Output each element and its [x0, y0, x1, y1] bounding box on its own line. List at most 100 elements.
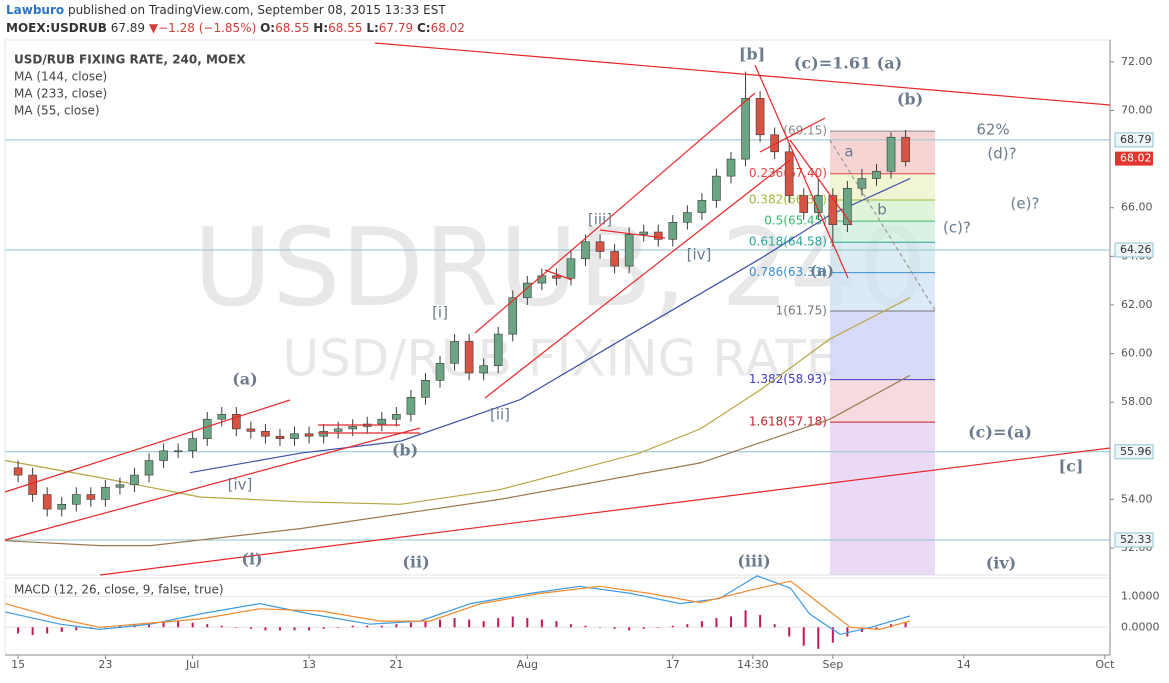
- macd-histogram-bar: [278, 627, 281, 631]
- macd-line: [4, 575, 911, 636]
- fib-band: [830, 199, 935, 222]
- candle-body: [202, 418, 212, 439]
- arrow: ▼: [148, 21, 159, 35]
- macd-histogram-bar: [686, 624, 689, 628]
- o-label: O:: [260, 21, 276, 35]
- trend-line: [484, 159, 791, 399]
- candle-body: [668, 222, 678, 240]
- fib-band: [830, 311, 935, 380]
- wave-label: 62%: [976, 121, 1009, 139]
- macd-histogram-bar: [846, 627, 849, 637]
- macd-histogram-bar: [46, 627, 49, 634]
- macd-title: MACD (12, 26, close, 9, false, true): [14, 583, 224, 597]
- price-badge-label: 64.26: [1120, 243, 1152, 256]
- x-tick-label: 14: [957, 658, 971, 671]
- candle-body: [304, 433, 314, 437]
- macd-histogram-bar: [497, 618, 500, 628]
- publish-info: published on TradingView.com, September …: [67, 3, 446, 17]
- macd-histogram-bar: [249, 627, 252, 629]
- candle-body: [188, 438, 197, 452]
- candle-body: [537, 275, 547, 284]
- candle-body: [130, 474, 139, 486]
- wave-label: (c)=1.61 (a): [794, 54, 902, 73]
- macd-histogram-bar: [482, 621, 485, 628]
- high: 68.55: [328, 21, 363, 35]
- macd-histogram-bar: [759, 614, 762, 628]
- fib-band: [830, 422, 935, 575]
- macd-histogram-bar: [875, 627, 878, 629]
- author[interactable]: Lawburo: [6, 3, 65, 17]
- wave-label: (d)?: [987, 145, 1016, 163]
- candle-body: [57, 503, 67, 510]
- fib-label: 1.382(58.93): [749, 372, 827, 386]
- candle-body: [246, 428, 256, 432]
- wave-label: (i): [241, 550, 262, 569]
- trend-lines: [4, 42, 1111, 576]
- fib-label: 0.5(65.45): [764, 214, 827, 228]
- candle-body: [581, 241, 590, 260]
- candle-body: [886, 136, 896, 172]
- legend-entry: USD/RUB FIXING RATE, 240, MOEX: [14, 53, 246, 67]
- watermark-symbol: USDRUB, 240: [193, 206, 927, 331]
- macd-histogram-bar: [118, 625, 121, 628]
- candle-body: [348, 426, 358, 430]
- candle-body: [86, 494, 96, 500]
- macd-histogram-bar: [642, 627, 645, 629]
- macd-histogram-bar: [351, 625, 354, 628]
- candle-body: [901, 136, 910, 163]
- macd-histogram-bar: [322, 627, 325, 629]
- wave-label: (c)?: [943, 219, 971, 237]
- macd-histogram-bar: [439, 619, 442, 628]
- trend-line: [754, 64, 849, 279]
- macd-histogram-bar: [802, 627, 805, 646]
- candle-body: [857, 178, 867, 189]
- y-tick-label: 72.00: [1121, 55, 1153, 68]
- macd-tick-label: 0.0000: [1121, 620, 1160, 633]
- candle-body: [261, 431, 270, 437]
- wave-label: [i]: [432, 304, 448, 322]
- candle-body: [319, 431, 328, 437]
- trend-line: [4, 427, 421, 541]
- trend-line: [4, 399, 291, 493]
- macd-histogram-bar: [31, 627, 34, 635]
- change: −1.28 (−1.85%): [158, 21, 257, 35]
- candle-body: [42, 494, 52, 510]
- projection-line: [829, 139, 936, 311]
- fib-label: 1.618(57.18): [749, 415, 827, 429]
- macd-histogram-bar: [700, 621, 703, 628]
- x-tick-label: 23: [98, 658, 112, 671]
- publish-line: Lawburo published on TradingView.com, Se…: [6, 3, 446, 17]
- macd-line: [4, 580, 911, 631]
- macd-histogram-bar: [162, 621, 165, 628]
- x-tick-label: Sep: [822, 658, 843, 671]
- candle-body: [115, 484, 125, 488]
- trend-line: [99, 447, 1111, 576]
- wave-label: [iii]: [588, 211, 612, 229]
- candle-body: [275, 435, 285, 439]
- macd-histogram-bar: [264, 627, 267, 631]
- macd-histogram-bar: [308, 627, 311, 631]
- last-price-badge: [1115, 151, 1153, 166]
- x-tick-label: 14:30: [737, 658, 769, 671]
- candle-body: [741, 98, 750, 160]
- close: 68.02: [430, 21, 465, 35]
- wave-label: (iv): [986, 554, 1017, 573]
- y-tick-label: 54.00: [1121, 492, 1153, 505]
- candle-body: [392, 414, 401, 420]
- y-tick-label: 66.00: [1121, 201, 1153, 214]
- legend-entry: MA (233, close): [14, 87, 107, 101]
- macd-histogram-bar: [788, 627, 791, 637]
- macd-histogram-bar: [511, 616, 514, 628]
- candle-body: [697, 200, 707, 213]
- candle-body: [406, 397, 416, 415]
- candle-body: [290, 433, 299, 439]
- y-tick-label: 58.00: [1121, 395, 1153, 408]
- fib-label: 0.786(63.33): [749, 265, 827, 279]
- candle-body: [421, 379, 430, 398]
- wave-label: (e)?: [1011, 195, 1040, 213]
- wave-label: [iv]: [228, 476, 253, 494]
- candle-body: [712, 175, 721, 201]
- symbol[interactable]: MOEX:USDRUB: [6, 21, 107, 35]
- macd-histogram-bar: [904, 622, 907, 628]
